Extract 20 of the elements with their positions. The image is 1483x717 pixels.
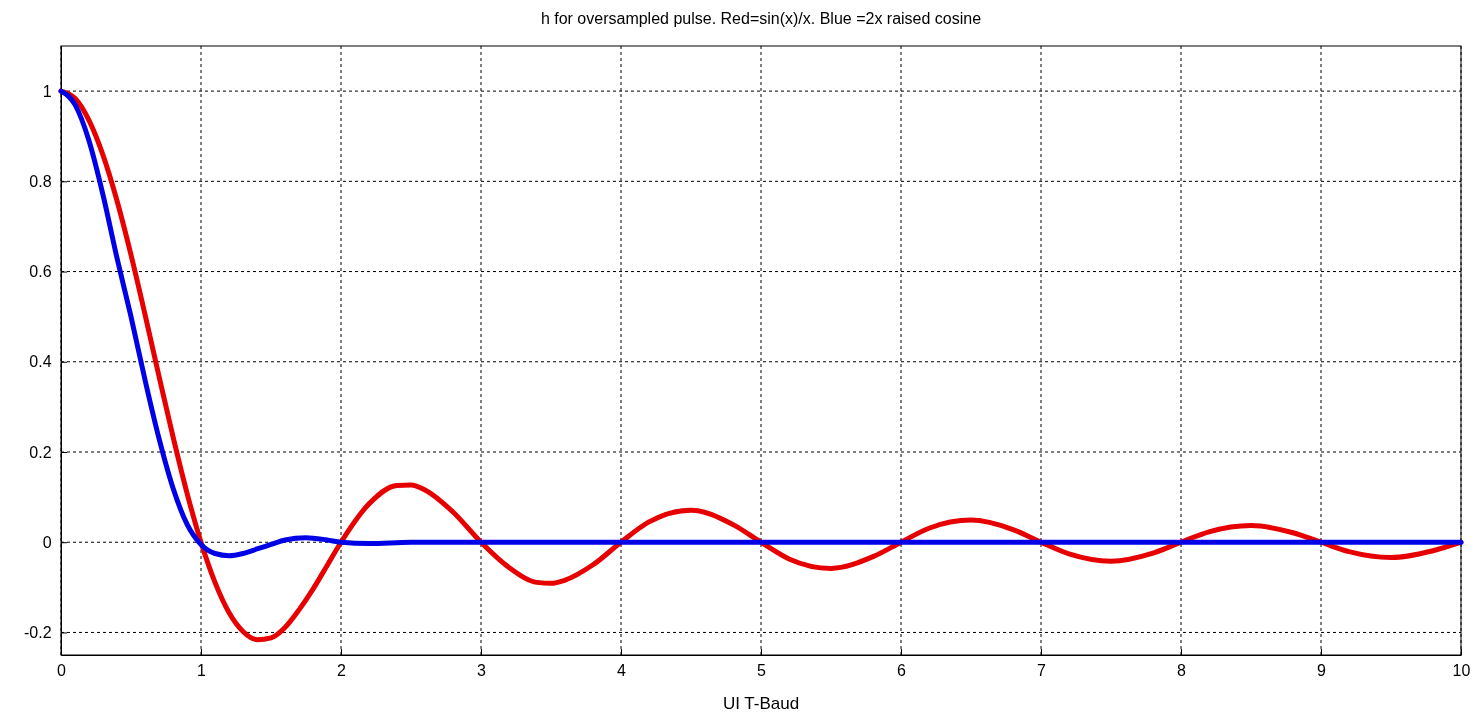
y-tick-label: 0.8 bbox=[29, 172, 52, 190]
y-tick-label: 1 bbox=[42, 82, 52, 100]
y-tick-label: -0.2 bbox=[24, 624, 52, 642]
chart-title: h for oversampled pulse. Red=sin(x)/x. Blue =2x raised cosine bbox=[540, 10, 982, 27]
x-tick-label: 5 bbox=[757, 661, 767, 679]
x-tick-label: 8 bbox=[1177, 661, 1187, 679]
x-tick-label: 10 bbox=[1452, 661, 1471, 679]
x-tick-label: 1 bbox=[197, 661, 207, 679]
y-tick-label: 0 bbox=[42, 533, 52, 551]
x-tick-label: 4 bbox=[617, 661, 627, 679]
x-tick-label: 2 bbox=[337, 661, 347, 679]
y-tick-label: 0.6 bbox=[29, 263, 52, 281]
y-tick-label: 0.4 bbox=[29, 353, 52, 371]
x-tick-label: 0 bbox=[57, 661, 67, 679]
x-tick-label: 6 bbox=[897, 661, 907, 679]
y-tick-label: 0.2 bbox=[29, 443, 52, 461]
x-tick-label: 3 bbox=[477, 661, 487, 679]
x-tick-label: 7 bbox=[1037, 661, 1047, 679]
x-axis-title: UI T-Baud bbox=[722, 694, 800, 713]
x-tick-label: 9 bbox=[1317, 661, 1327, 679]
